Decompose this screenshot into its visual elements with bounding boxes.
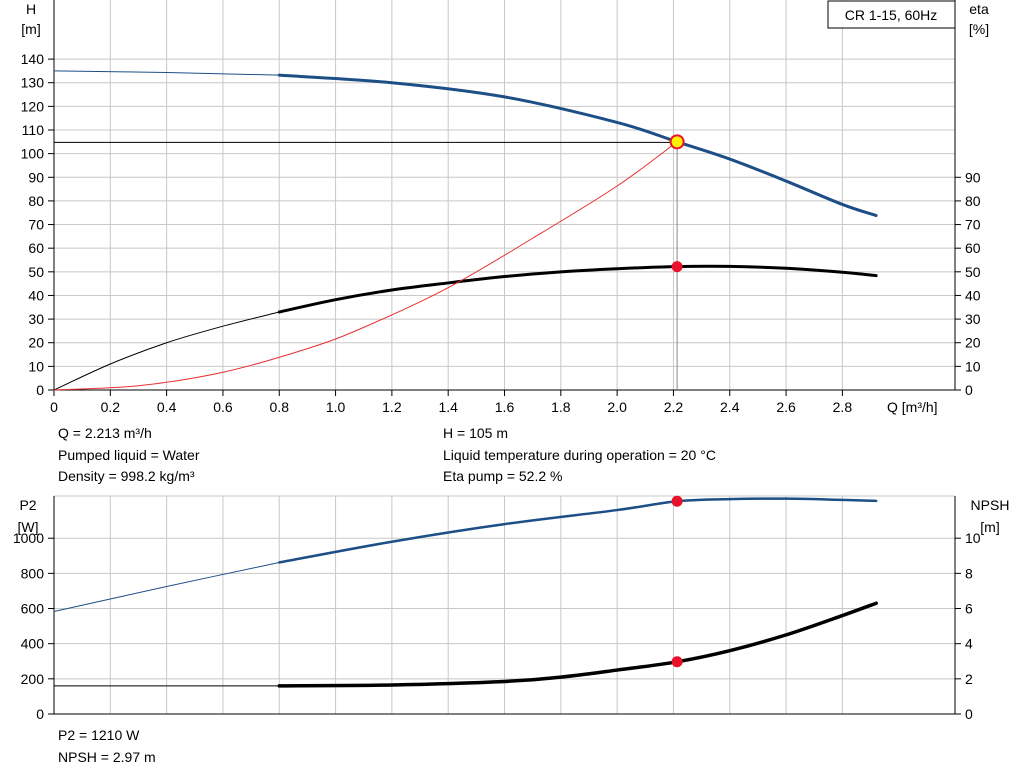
info-bottom: P2 = 1210 W NPSH = 2.97 m	[58, 725, 156, 768]
y-right-tick-label: 60	[965, 240, 981, 256]
x-tick-label: 1.2	[382, 399, 402, 415]
y-left-axis-label: H	[26, 1, 36, 17]
p2-curve	[278, 497, 878, 564]
x-axis-label: Q [m³/h]	[887, 399, 938, 415]
y-left-tick-label: 0	[36, 706, 44, 722]
npsh-marker	[671, 656, 683, 668]
y-right-tick-label: 0	[965, 382, 973, 398]
y-left-tick-label: 40	[28, 287, 44, 303]
duty-point-marker	[669, 134, 685, 150]
y-left-tick-label: 90	[28, 169, 44, 185]
eta-curve-extended	[53, 311, 280, 391]
y-right-tick-label: 30	[965, 311, 981, 327]
y-right-tick-label: 8	[965, 565, 973, 581]
y-right-axis-unit: [m]	[980, 519, 999, 535]
info-left: Q = 2.213 m³/h Pumped liquid = Water Den…	[58, 423, 200, 488]
y-left-tick-label: 10	[28, 358, 44, 374]
y-right-tick-label: 10	[965, 358, 981, 374]
y-left-tick-label: 1000	[13, 530, 44, 546]
y-left-axis-unit: [m]	[21, 21, 40, 37]
y-left-tick-label: 60	[28, 240, 44, 256]
p2-marker	[671, 495, 683, 507]
y-right-tick-label: 6	[965, 601, 973, 617]
y-left-tick-label: 200	[21, 671, 45, 687]
y-left-tick-label: 800	[21, 565, 45, 581]
y-left-tick-label: 130	[21, 75, 45, 91]
x-tick-label: 1.0	[326, 399, 346, 415]
y-right-tick-label: 0	[965, 706, 973, 722]
y-left-tick-label: 400	[21, 636, 45, 652]
head-efficiency-chart: 0 0.2 0.4 0.6 0.8 1.0 1.2 1.4 1.6 1.8 2.0 2.2 2.4 2.6…	[21, 0, 989, 415]
bottom-grid	[54, 495, 955, 714]
top-grid	[54, 0, 955, 390]
info-liquid: Pumped liquid = Water	[58, 446, 200, 463]
x-tick-label: 0.6	[213, 399, 233, 415]
x-tick-label: 0.2	[101, 399, 121, 415]
x-tick-label: 2.8	[833, 399, 853, 415]
y-left-tick-label: 80	[28, 193, 44, 209]
y-right-tick-label: 90	[965, 169, 981, 185]
y-right-axis-label: eta	[969, 1, 989, 17]
x-tick-label: 1.8	[551, 399, 571, 415]
y-left-tick-label: 50	[28, 264, 44, 280]
x-tick-label: 1.6	[495, 399, 515, 415]
info-head: H = 105 m	[443, 425, 508, 441]
y-left-tick-label: 120	[21, 98, 45, 114]
x-tick-label: 2.0	[607, 399, 627, 415]
x-tick-label: 0.4	[157, 399, 177, 415]
power-npsh-chart: 0 200 400 600 800 1000 P2 [W] 0 2 4 6 8 10 NPSH [m]	[13, 495, 1010, 722]
y-left-axis-label: P2	[19, 497, 36, 513]
title-box: CR 1-15, 60Hz	[827, 0, 956, 29]
x-tick-label: 2.6	[776, 399, 796, 415]
y-left-tick-label: 100	[21, 146, 45, 162]
head-curve	[277, 73, 878, 218]
x-tick-label: 1.4	[438, 399, 458, 415]
x-tick-label: 2.2	[664, 399, 684, 415]
eta-curve	[277, 264, 878, 314]
y-left-tick-label: 110	[22, 122, 45, 138]
y-right-tick-label: 2	[965, 671, 973, 687]
y-left-tick-label: 0	[36, 382, 44, 398]
title-box-label: CR 1-15, 60Hz	[845, 7, 938, 23]
y-right-tick-label: 50	[965, 264, 981, 280]
y-left-tick-label: 70	[28, 217, 44, 233]
y-right-tick-label: 80	[965, 193, 981, 209]
p2-curve-extended	[53, 561, 280, 612]
y-right-tick-label: 4	[965, 636, 973, 652]
x-tick-label: 2.4	[720, 399, 740, 415]
x-tick-label: 0	[50, 399, 58, 415]
y-right-axis-label: NPSH	[971, 497, 1010, 513]
y-right-tick-label: 10	[965, 530, 981, 546]
y-right-tick-label: 20	[965, 335, 981, 351]
y-right-tick-label: 40	[965, 287, 981, 303]
info-flow: Q = 2.213 m³/h	[58, 425, 152, 441]
npsh-curve	[277, 601, 878, 688]
y-left-tick-label: 20	[28, 335, 44, 351]
system-curve	[53, 141, 678, 391]
eta-marker	[671, 261, 683, 273]
y-left-tick-label: 30	[28, 311, 44, 327]
y-left-tick-label: 600	[21, 601, 45, 617]
x-tick-label: 0.8	[270, 399, 290, 415]
y-left-axis-unit: [W]	[18, 519, 39, 535]
y-left-tick-label: 140	[21, 51, 45, 67]
y-right-axis-unit: [%]	[969, 21, 989, 37]
info-eta: Eta pump = 52.2 %	[443, 468, 563, 484]
y-right-tick-label: 70	[965, 217, 981, 233]
head-curve-extended	[53, 70, 280, 76]
info-density: Density = 998.2 kg/m³	[58, 468, 195, 484]
info-temperature: Liquid temperature during operation = 20…	[443, 446, 716, 463]
info-p2: P2 = 1210 W	[58, 727, 140, 743]
info-npsh: NPSH = 2.97 m	[58, 748, 156, 765]
info-right: H = 105 m Liquid temperature during oper…	[443, 423, 716, 488]
